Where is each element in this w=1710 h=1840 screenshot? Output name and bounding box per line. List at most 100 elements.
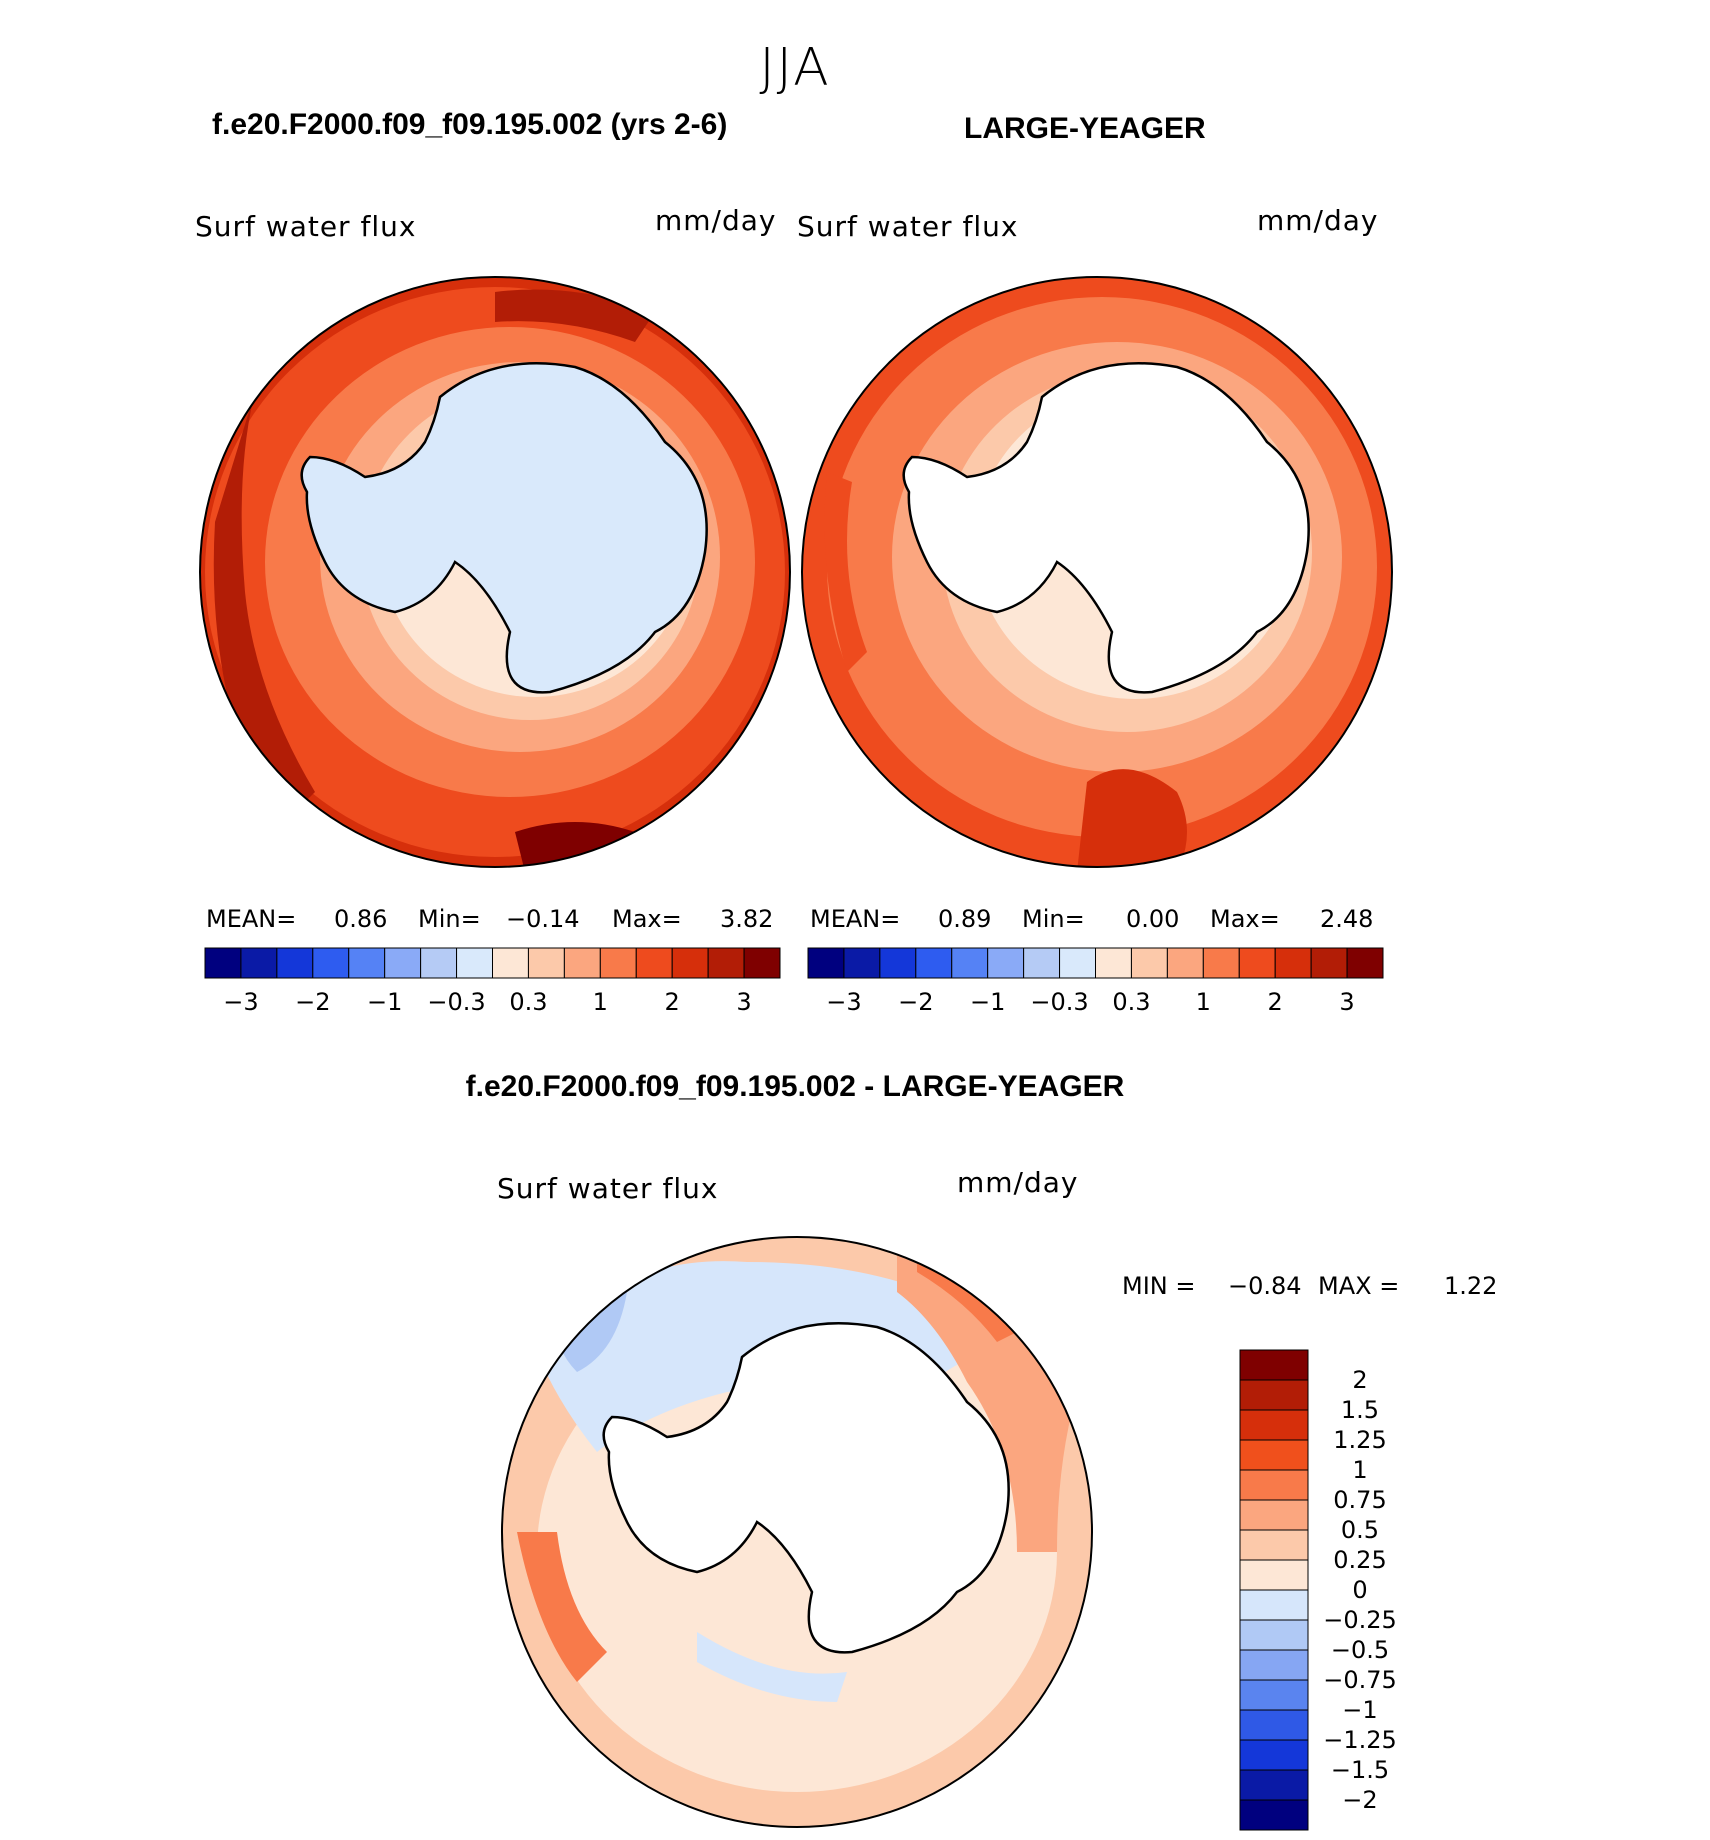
colorbar-swatch: [635, 947, 673, 979]
control-variable-label: Surf water flux: [797, 210, 1019, 243]
test-units-label: mm/day: [655, 204, 777, 237]
colorbar-tick-label: −1: [1342, 1696, 1378, 1724]
colorbar-swatch: [1239, 1559, 1309, 1591]
map-patch: [1077, 769, 1187, 867]
colorbar-swatch: [1346, 947, 1384, 979]
map-boundary: [801, 276, 1393, 868]
colorbar-tick-label: −0.3: [427, 988, 486, 1016]
colorbar-swatch: [527, 947, 565, 979]
control-max-label: Max=: [1210, 905, 1280, 933]
map-patch: [517, 1532, 607, 1682]
colorbar-tick-label: 0.25: [1333, 1546, 1387, 1574]
test-case-title: f.e20.F2000.f09_f09.195.002 (yrs 2-6): [212, 108, 728, 141]
colorbar-swatch: [1239, 1739, 1309, 1771]
colorbar-tick-label: −0.75: [1323, 1666, 1397, 1694]
colorbar-tick-label: −3: [223, 988, 259, 1016]
test-max-label: Max=: [612, 905, 682, 933]
colorbar-tick-label: −0.5: [1330, 1636, 1390, 1664]
map-patch: [897, 1242, 1077, 1552]
colorbar-swatch: [276, 947, 314, 979]
colorbar-swatch: [843, 947, 881, 979]
colorbar-swatch: [1274, 947, 1312, 979]
control-max-value: 2.48: [1320, 905, 1374, 933]
colorbar-tick-label: −2: [1342, 1786, 1378, 1814]
colorbar-swatch: [807, 947, 845, 979]
colorbar-swatch: [1239, 1529, 1309, 1561]
colorbar-swatch: [1239, 1649, 1309, 1681]
colorbar-tick-label: −1: [366, 988, 403, 1016]
season-title: JJA: [759, 38, 831, 98]
colorbar-swatch: [1239, 1499, 1309, 1531]
colorbar-swatch: [915, 947, 953, 979]
difference-max-value: 1.22: [1444, 1272, 1498, 1300]
colorbar-tick-label: −2: [898, 988, 934, 1016]
colorbar-swatch: [1202, 947, 1240, 979]
colorbar-tick-label: −0.3: [1030, 988, 1089, 1016]
colorbar-tick-label: 2: [1352, 1366, 1368, 1394]
colorbar-tick-label: −1.5: [1330, 1756, 1390, 1784]
colorbar-tick-label: 2: [1267, 988, 1283, 1016]
difference-max-label: MAX =: [1318, 1272, 1400, 1300]
colorbar-swatch: [599, 947, 637, 979]
colorbar-tick-label: −0.25: [1323, 1606, 1397, 1634]
colorbar-swatch: [348, 947, 386, 979]
colorbar-swatch: [707, 947, 745, 979]
control-min-label: Min=: [1022, 905, 1085, 933]
colorbar-swatch: [1239, 1709, 1309, 1741]
colorbar-swatch: [456, 947, 493, 979]
colorbar-swatch: [987, 947, 1025, 979]
colorbar-swatch: [1239, 1409, 1309, 1441]
colorbar-swatch: [1239, 1349, 1309, 1381]
test-min-label: Min=: [418, 905, 481, 933]
map-patch: [824, 472, 867, 672]
control-units-label: mm/day: [1257, 204, 1379, 237]
colorbar-swatch: [671, 947, 709, 979]
colorbar-tick-label: 1.25: [1333, 1426, 1387, 1454]
colorbar-swatch: [312, 947, 350, 979]
colorbar-tick-label: 3: [1339, 988, 1355, 1016]
difference-units-label: mm/day: [957, 1166, 1079, 1199]
map-boundary: [199, 276, 791, 868]
colorbar-swatch: [420, 947, 458, 979]
colorbar-swatch: [1239, 1769, 1309, 1801]
test-min-value: −0.14: [506, 905, 580, 933]
map-patch: [697, 1632, 847, 1702]
colorbar-swatch: [1310, 947, 1348, 979]
colorbar-tick-label: 0: [1352, 1576, 1368, 1604]
antarctica-continent: [300, 362, 708, 694]
antarctica-continent: [902, 362, 1310, 694]
colorbar-swatch: [1059, 947, 1096, 979]
test-mean-label: MEAN=: [206, 905, 297, 933]
colorbar-swatch: [951, 947, 989, 979]
colorbar-swatch: [1239, 1679, 1309, 1711]
test-variable-label: Surf water flux: [195, 210, 417, 243]
colorbar-swatch: [1166, 947, 1204, 979]
colorbar-swatch: [384, 947, 422, 979]
difference-variable-label: Surf water flux: [497, 1172, 719, 1205]
colorbar-tick-label: 0.5: [1340, 1516, 1380, 1544]
colorbar-swatch: [1130, 947, 1168, 979]
colorbar-tick-label: −1.25: [1323, 1726, 1397, 1754]
colorbar-tick-label: 1: [1352, 1456, 1368, 1484]
test-polar-map: [199, 276, 791, 868]
difference-polar-map: [501, 1236, 1093, 1828]
control-min-value: 0.00: [1126, 905, 1180, 933]
colorbar-swatch: [1239, 1619, 1309, 1651]
colorbar-tick-label: −1: [969, 988, 1006, 1016]
difference-min-label: MIN =: [1122, 1272, 1196, 1300]
colorbar-swatch: [1239, 1439, 1309, 1471]
colorbar-swatch: [204, 947, 242, 979]
colorbar-tick-label: 1: [1195, 988, 1211, 1016]
colorbar-swatch: [563, 947, 601, 979]
test-mean-value: 0.86: [334, 905, 388, 933]
test-max-value: 3.82: [720, 905, 774, 933]
map-boundary: [501, 1236, 1093, 1828]
colorbar-tick-label: 0.75: [1333, 1486, 1387, 1514]
colorbar-swatch: [1239, 1589, 1309, 1621]
colorbar-swatch: [1238, 947, 1276, 979]
difference-min-value: −0.84: [1228, 1272, 1302, 1300]
control-mean-value: 0.89: [938, 905, 992, 933]
colorbar-tick-label: 3: [736, 988, 752, 1016]
colorbar-swatch: [743, 947, 781, 979]
colorbar-swatch: [1023, 947, 1061, 979]
